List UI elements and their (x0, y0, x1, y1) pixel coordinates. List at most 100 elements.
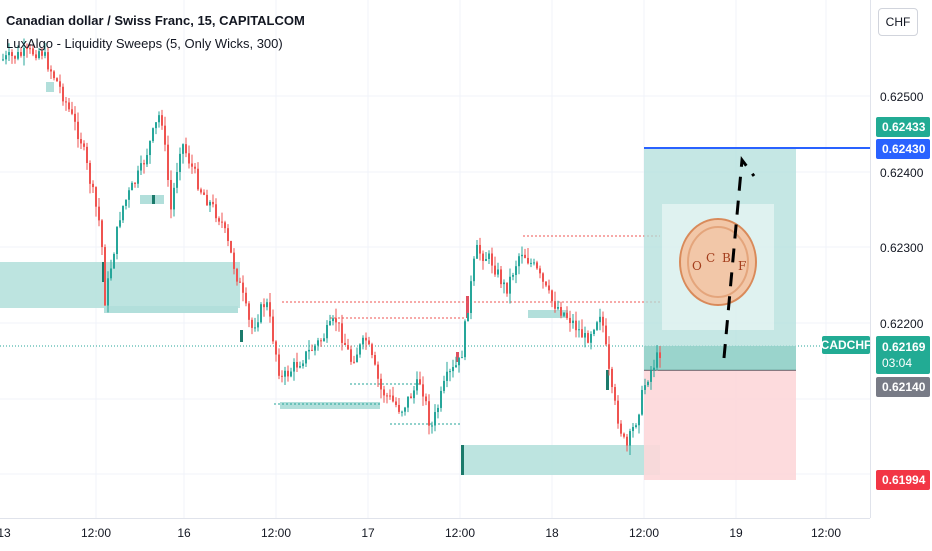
candle-body (263, 304, 265, 308)
price-chart[interactable]: O C B F (0, 0, 870, 518)
candle-body (656, 352, 658, 368)
stop-zone[interactable] (644, 370, 796, 480)
candle-body (143, 163, 145, 165)
candle-body (152, 128, 154, 142)
candle-body (155, 122, 157, 129)
watermark-letter-c: C (706, 251, 715, 265)
candle-body (5, 55, 7, 60)
time-tick: 17 (361, 526, 375, 540)
candle-body (374, 355, 376, 365)
candle-body (371, 344, 373, 356)
candle-body (470, 281, 472, 313)
price-axis[interactable] (870, 0, 932, 518)
candle-body (113, 254, 115, 269)
candle-body (524, 254, 526, 258)
time-axis[interactable] (0, 518, 870, 551)
candle-body (191, 163, 193, 167)
candle-body (629, 431, 631, 446)
candle-body (2, 59, 4, 61)
candle-body (128, 190, 130, 200)
candle-body (476, 244, 478, 259)
candle-body (50, 69, 52, 72)
candle-body (509, 276, 511, 294)
candle-body (605, 325, 607, 345)
liquidity-zone (104, 306, 238, 313)
candle-body (545, 281, 547, 286)
currency-button[interactable]: CHF (878, 8, 918, 36)
last-price: 0.62169 (882, 340, 926, 354)
candle-body (566, 312, 568, 318)
time-tick: 12:00 (628, 526, 660, 540)
candle-body (446, 371, 448, 381)
candle-body (8, 52, 10, 56)
candle-body (320, 340, 322, 342)
candle-body (416, 379, 418, 391)
candle-body (266, 302, 268, 308)
liquidity-zone (528, 310, 568, 318)
candle-body (296, 361, 298, 368)
target-line-label: 0.62430 (876, 139, 930, 159)
candle-body (407, 396, 409, 408)
price-tick: 0.62300 (880, 241, 924, 255)
candle-body (647, 381, 649, 386)
candle-body (503, 282, 505, 285)
candle-body (284, 370, 286, 377)
candle-body (35, 54, 37, 59)
candle-body (38, 51, 40, 59)
candle-body (164, 125, 166, 145)
candle-body (650, 370, 652, 382)
candle-body (518, 256, 520, 267)
symbol-badge: CADCHF (820, 336, 870, 354)
candle-body (293, 361, 295, 372)
candle-body (482, 253, 484, 261)
candle-body (578, 329, 580, 331)
candle-body (491, 253, 493, 266)
candle-body (347, 344, 349, 350)
position-highlight (644, 346, 796, 370)
candle-body (488, 253, 490, 259)
candle-body (56, 78, 58, 82)
candle-body (326, 325, 328, 339)
candle-body (323, 338, 325, 341)
candle-body (305, 351, 307, 364)
candle-body (248, 303, 250, 320)
candle-body (20, 52, 22, 56)
watermark-logo: O C B F (662, 204, 774, 330)
projection-path[interactable] (722, 155, 756, 359)
candle-body (65, 101, 67, 103)
candle-body (365, 337, 367, 341)
candle-body (641, 389, 643, 415)
indicator-legend[interactable]: LuxAlgo - Liquidity Sweeps (5, Only Wick… (6, 36, 283, 51)
time-tick: 16 (177, 526, 191, 540)
candle-body (278, 354, 280, 376)
candle-body (53, 71, 55, 79)
candle-body (173, 187, 175, 210)
candle-body (539, 268, 541, 274)
last-price-label: 0.62169 03:04 (876, 336, 930, 374)
candle-body (206, 194, 208, 206)
chart-pane[interactable]: O C B F Canadian dollar / Swiss Franc, 1… (0, 0, 870, 518)
candle-body (107, 278, 109, 306)
candle-body (479, 244, 481, 254)
candle-body (275, 341, 277, 355)
candle-body (254, 327, 256, 329)
candle-body (431, 425, 433, 427)
candle-body (584, 333, 586, 338)
candle-body (422, 384, 424, 397)
candle-body (59, 81, 61, 87)
candle-body (419, 379, 421, 385)
candle-body (245, 292, 247, 304)
candle-body (110, 268, 112, 279)
price-tick: 0.62500 (880, 90, 924, 104)
candle-body (200, 189, 202, 193)
candle-body (596, 322, 598, 330)
candle-body (452, 367, 454, 372)
candle-body (590, 334, 592, 343)
candles (2, 38, 661, 456)
candle-body (317, 340, 319, 346)
candle-body (182, 144, 184, 154)
watermark-letter-b: B (722, 251, 731, 265)
candle-body (599, 316, 601, 323)
candle-body (350, 349, 352, 362)
candle-body (551, 290, 553, 302)
